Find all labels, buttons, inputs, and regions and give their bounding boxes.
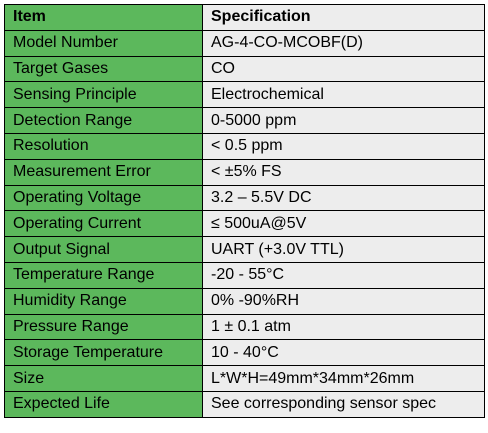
item-cell: Detection Range bbox=[4, 107, 203, 134]
item-cell: Measurement Error bbox=[4, 158, 203, 186]
table-row: Temperature Range -20 - 55°C bbox=[4, 261, 485, 289]
spec-cell: L*W*H=49mm*34mm*26mm bbox=[202, 365, 485, 392]
spec-cell: AG-4-CO-MCOBF(D) bbox=[202, 29, 485, 57]
spec-cell: ≤ 500uA@5V bbox=[202, 210, 485, 238]
spec-cell: See corresponding sensor spec bbox=[202, 390, 485, 418]
item-cell: Output Signal bbox=[4, 236, 203, 263]
table-row: Humidity Range 0% -90%RH bbox=[4, 287, 485, 315]
item-column-header: Item bbox=[4, 4, 203, 31]
spec-cell: 0% -90%RH bbox=[202, 287, 485, 315]
table-row: Model Number AG-4-CO-MCOBF(D) bbox=[4, 29, 485, 57]
table-row: Operating Current ≤ 500uA@5V bbox=[4, 210, 485, 238]
item-cell: Humidity Range bbox=[4, 287, 203, 315]
table-row: Storage Temperature 10 - 40°C bbox=[4, 339, 485, 367]
table-row: Measurement Error < ±5% FS bbox=[4, 158, 485, 186]
table-row: Sensing Principle Electrochemical bbox=[4, 81, 485, 109]
item-cell: Model Number bbox=[4, 29, 203, 57]
spec-cell: 0-5000 ppm bbox=[202, 107, 485, 134]
table-row: Detection Range 0-5000 ppm bbox=[4, 107, 485, 134]
item-cell: Operating Current bbox=[4, 210, 203, 238]
table-row: Pressure Range 1 ± 0.1 atm bbox=[4, 313, 485, 341]
spec-cell: UART (+3.0V TTL) bbox=[202, 236, 485, 263]
item-cell: Temperature Range bbox=[4, 261, 203, 289]
item-cell: Target Gases bbox=[4, 55, 203, 83]
item-cell: Operating Voltage bbox=[4, 184, 203, 212]
spec-cell: 10 - 40°C bbox=[202, 339, 485, 367]
table-row: Resolution < 0.5 ppm bbox=[4, 132, 485, 160]
table-header-row: Item Specification bbox=[4, 4, 485, 31]
item-cell: Pressure Range bbox=[4, 313, 203, 341]
item-cell: Sensing Principle bbox=[4, 81, 203, 109]
spec-cell: 3.2 – 5.5V DC bbox=[202, 184, 485, 212]
spec-cell: < ±5% FS bbox=[202, 158, 485, 186]
spec-cell: -20 - 55°C bbox=[202, 261, 485, 289]
item-cell: Storage Temperature bbox=[4, 339, 203, 367]
table-row: Output Signal UART (+3.0V TTL) bbox=[4, 236, 485, 263]
spec-cell: Electrochemical bbox=[202, 81, 485, 109]
table-row: Operating Voltage 3.2 – 5.5V DC bbox=[4, 184, 485, 212]
spec-cell: CO bbox=[202, 55, 485, 83]
item-cell: Size bbox=[4, 365, 203, 392]
item-cell: Expected Life bbox=[4, 390, 203, 418]
table-row: Expected Life See corresponding sensor s… bbox=[4, 390, 485, 418]
spec-cell: < 0.5 ppm bbox=[202, 132, 485, 160]
spec-cell: 1 ± 0.1 atm bbox=[202, 313, 485, 341]
table-row: Size L*W*H=49mm*34mm*26mm bbox=[4, 365, 485, 392]
table-row: Target Gases CO bbox=[4, 55, 485, 83]
specification-table: Item Specification Model Number AG-4-CO-… bbox=[4, 4, 485, 418]
specification-column-header: Specification bbox=[202, 4, 485, 31]
item-cell: Resolution bbox=[4, 132, 203, 160]
